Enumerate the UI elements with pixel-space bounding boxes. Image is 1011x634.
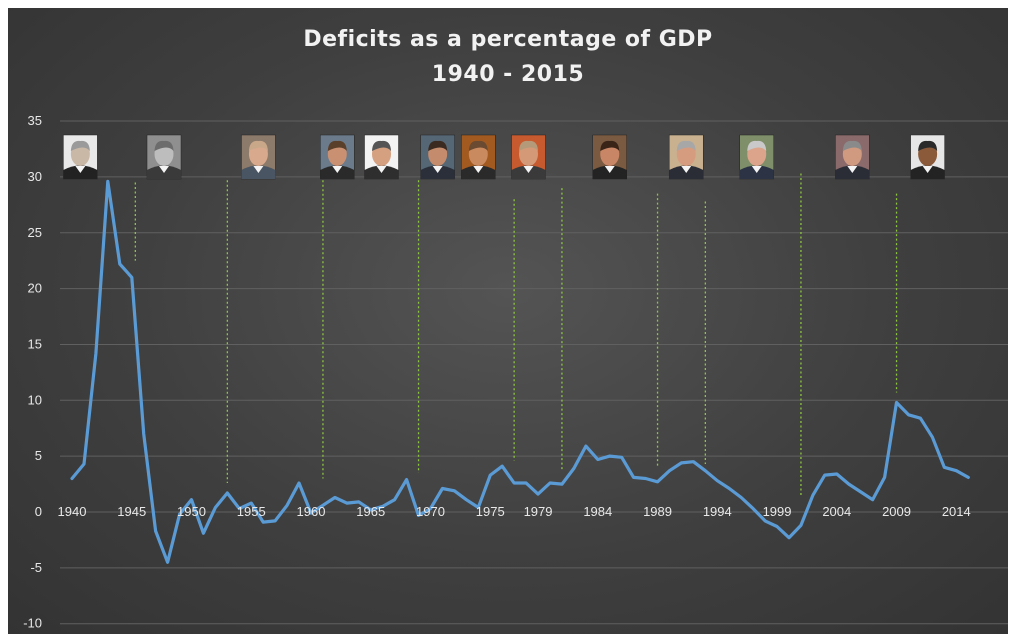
x-tick-label: 1994: [703, 504, 732, 519]
x-tick-label: 1955: [237, 504, 266, 519]
portrait-collar: [432, 166, 443, 173]
president-portrait: [835, 134, 870, 180]
y-tick-label: 0: [35, 504, 42, 519]
x-tick-label: 1999: [763, 504, 792, 519]
president-portrait: [592, 134, 627, 180]
y-tick-label: -5: [30, 560, 42, 575]
president-portrait: [511, 134, 546, 180]
portrait-collar: [75, 166, 86, 173]
president-portrait: [241, 134, 276, 180]
chart-subtitle: 1940 - 2015: [431, 62, 585, 87]
x-tick-label: 1970: [416, 504, 445, 519]
portrait-hair: [248, 140, 268, 151]
president-portrait: [461, 134, 496, 180]
deficit-series-line: [70, 179, 970, 564]
x-tick-label: 1965: [356, 504, 385, 519]
portrait-collar: [922, 166, 933, 173]
portrait-collar: [751, 166, 762, 173]
portrait-hair: [518, 140, 538, 151]
president-portrait: [63, 134, 98, 180]
x-tick-label: 1960: [297, 504, 326, 519]
portrait-hair: [468, 140, 488, 151]
x-tick-label: 2014: [942, 504, 971, 519]
x-tick-label: 1979: [524, 504, 553, 519]
y-tick-label: 15: [28, 336, 42, 351]
x-tick-label: 2004: [822, 504, 851, 519]
x-tick-label: 1984: [583, 504, 612, 519]
portrait-collar: [253, 166, 264, 173]
y-tick-label: 5: [35, 448, 42, 463]
chart-title: Deficits as a percentage of GDP: [303, 27, 713, 52]
portrait-collar: [847, 166, 858, 173]
portrait-hair: [154, 140, 174, 151]
president-portrait: [668, 134, 704, 180]
portrait-collar: [604, 166, 615, 173]
y-tick-label: 25: [28, 225, 42, 240]
portrait-collar: [159, 166, 170, 173]
line-chart: 35 30 25 20 15 10 5 0 -5 -10 1940 1945 1950 1955 1960 1…: [23, 113, 1008, 631]
x-tick-label: 1975: [476, 504, 505, 519]
president-portrait: [320, 134, 355, 180]
portrait-hair: [600, 140, 620, 151]
portrait-hair: [428, 140, 448, 151]
portrait-hair: [918, 140, 938, 151]
portrait-collar: [523, 166, 534, 173]
x-tick-label: 2009: [882, 504, 911, 519]
portrait-collar: [681, 166, 692, 173]
portrait-collar: [332, 166, 343, 173]
portrait-collar: [473, 166, 484, 173]
portrait-hair: [372, 140, 392, 151]
x-tick-label: 1945: [117, 504, 146, 519]
president-portrait: [739, 134, 774, 180]
president-portrait: [146, 134, 182, 180]
y-tick-label: -10: [23, 616, 42, 631]
president-portrait: [910, 134, 945, 180]
y-tick-label: 30: [28, 169, 42, 184]
y-tick-label: 35: [28, 113, 42, 128]
portrait-hair: [70, 140, 90, 151]
portrait-hair: [747, 140, 767, 151]
portrait-hair: [676, 140, 696, 151]
x-tick-label: 1940: [58, 504, 87, 519]
chart-frame: Deficits as a percentage of GDP 1940 - 2…: [8, 8, 1008, 634]
president-portrait: [420, 134, 455, 180]
portrait-hair: [842, 140, 862, 151]
portrait-collar: [376, 166, 387, 173]
y-tick-label: 10: [28, 392, 42, 407]
portrait-hair: [327, 140, 347, 151]
y-tick-label: 20: [28, 281, 42, 296]
x-tick-label: 1989: [643, 504, 672, 519]
president-portrait: [364, 134, 399, 180]
x-tick-label: 1950: [177, 504, 206, 519]
